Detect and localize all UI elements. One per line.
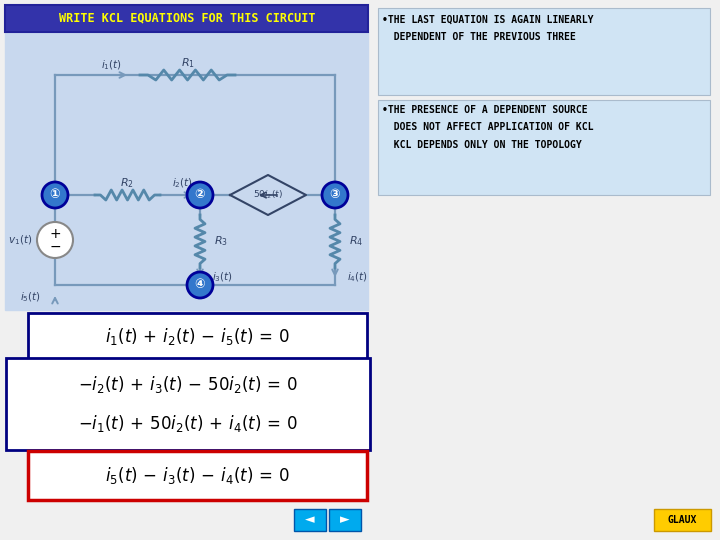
Text: $i_2(t)$: $i_2(t)$ (173, 176, 194, 190)
Text: $-i_2(t)\,+\,i_3(t)\,-\,50i_2(t)\,=\,0$: $-i_2(t)\,+\,i_3(t)\,-\,50i_2(t)\,=\,0$ (78, 374, 298, 395)
Text: $i_3(t)$: $i_3(t)$ (212, 270, 233, 284)
Circle shape (42, 182, 68, 208)
Text: ③: ③ (330, 188, 341, 201)
Text: +: + (49, 227, 60, 241)
FancyBboxPatch shape (28, 313, 367, 360)
Text: ►: ► (340, 514, 350, 526)
Text: DEPENDENT OF THE PREVIOUS THREE: DEPENDENT OF THE PREVIOUS THREE (382, 32, 576, 42)
FancyBboxPatch shape (378, 100, 710, 195)
Text: ④: ④ (194, 279, 205, 292)
Text: $50i_2(t)$: $50i_2(t)$ (253, 189, 283, 201)
Text: $i_1(t)\,+\,i_2(t)\,-\,i_5(t)\,=\,0$: $i_1(t)\,+\,i_2(t)\,-\,i_5(t)\,=\,0$ (105, 326, 290, 347)
FancyBboxPatch shape (378, 8, 710, 95)
FancyBboxPatch shape (5, 5, 368, 32)
Circle shape (37, 222, 73, 258)
Text: $-i_1(t)\,+\,50i_2(t)\,+\,i_4(t)\,=\,0$: $-i_1(t)\,+\,50i_2(t)\,+\,i_4(t)\,=\,0$ (78, 413, 298, 434)
Text: $R_3$: $R_3$ (214, 234, 228, 248)
Text: ②: ② (194, 188, 205, 201)
Text: $i_5(t)\,-\,i_3(t)\,-\,i_4(t)\,=\,0$: $i_5(t)\,-\,i_3(t)\,-\,i_4(t)\,=\,0$ (105, 465, 290, 486)
Text: ①: ① (50, 188, 60, 201)
Text: •THE LAST EQUATION IS AGAIN LINEARLY: •THE LAST EQUATION IS AGAIN LINEARLY (382, 15, 593, 25)
Text: $R_1$: $R_1$ (181, 56, 195, 70)
Text: $i_1(t)$: $i_1(t)$ (102, 58, 122, 72)
FancyBboxPatch shape (375, 5, 715, 310)
Circle shape (187, 182, 213, 208)
Text: ◄: ◄ (305, 514, 315, 526)
Text: DOES NOT AFFECT APPLICATION OF KCL: DOES NOT AFFECT APPLICATION OF KCL (382, 122, 593, 132)
FancyBboxPatch shape (6, 358, 370, 450)
Text: $R_2$: $R_2$ (120, 176, 134, 190)
Text: •THE PRESENCE OF A DEPENDENT SOURCE: •THE PRESENCE OF A DEPENDENT SOURCE (382, 105, 588, 115)
FancyBboxPatch shape (5, 315, 368, 535)
Text: GLAUX: GLAUX (667, 515, 697, 525)
Circle shape (322, 182, 348, 208)
Text: WRITE KCL EQUATIONS FOR THIS CIRCUIT: WRITE KCL EQUATIONS FOR THIS CIRCUIT (59, 11, 315, 24)
Text: $R_4$: $R_4$ (349, 234, 364, 248)
FancyBboxPatch shape (329, 509, 361, 531)
FancyBboxPatch shape (28, 451, 367, 500)
FancyBboxPatch shape (5, 32, 368, 310)
Text: −: − (49, 240, 60, 254)
Text: KCL DEPENDS ONLY ON THE TOPOLOGY: KCL DEPENDS ONLY ON THE TOPOLOGY (382, 140, 582, 150)
Text: $v_1(t)$: $v_1(t)$ (8, 233, 32, 247)
FancyBboxPatch shape (294, 509, 326, 531)
Text: $i_5(t)$: $i_5(t)$ (20, 290, 41, 304)
FancyBboxPatch shape (654, 509, 711, 531)
Circle shape (187, 272, 213, 298)
Text: $i_4(t)$: $i_4(t)$ (347, 270, 368, 284)
